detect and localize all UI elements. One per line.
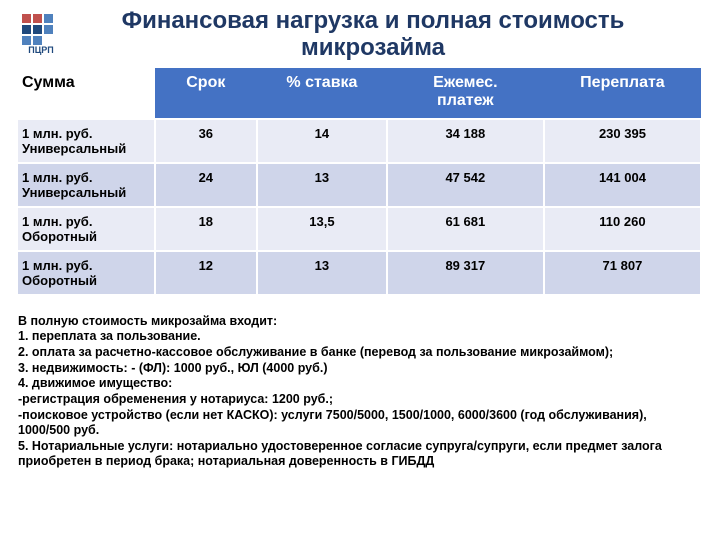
slide-header: ПЦРП Финансовая нагрузка и полная стоимо… [18, 8, 702, 62]
table-cell: 18 [155, 207, 257, 251]
table-cell: 24 [155, 163, 257, 207]
table-header: % ставка [257, 68, 387, 119]
table-cell: 13,5 [257, 207, 387, 251]
table-cell: 1 млн. руб. Оборотный [18, 207, 155, 251]
notes-line: В полную стоимость микрозайма входит: [18, 314, 702, 330]
table-row: 1 млн. руб. Оборотный1813,561 681110 260 [18, 207, 701, 251]
table-cell: 1 млн. руб. Универсальный [18, 119, 155, 163]
logo-icon: ПЦРП [18, 10, 64, 56]
table-cell: 13 [257, 163, 387, 207]
table-cell: 14 [257, 119, 387, 163]
notes-line: 3. недвижимость: - (ФЛ): 1000 руб., ЮЛ (… [18, 361, 702, 377]
table-header: Срок [155, 68, 257, 119]
table-cell: 1 млн. руб. Оборотный [18, 251, 155, 295]
notes-line: 2. оплата за расчетно-кассовое обслужива… [18, 345, 702, 361]
table-cell: 47 542 [387, 163, 544, 207]
table-cell: 36 [155, 119, 257, 163]
notes-line: -регистрация обременения у нотариуса: 12… [18, 392, 702, 408]
table-cell: 34 188 [387, 119, 544, 163]
table-cell: 13 [257, 251, 387, 295]
loan-table: СуммаСрок% ставкаЕжемес.платежПереплата … [18, 68, 702, 296]
table-cell: 110 260 [544, 207, 701, 251]
table-header: Ежемес.платеж [387, 68, 544, 119]
table-header: Переплата [544, 68, 701, 119]
notes-line: -поисковое устройство (если нет КАСКО): … [18, 408, 702, 439]
notes-line: 5. Нотариальные услуги: нотариально удос… [18, 439, 702, 470]
notes-line: 4. движимое имущество: [18, 376, 702, 392]
table-cell: 12 [155, 251, 257, 295]
notes-line: 1. переплата за пользование. [18, 329, 702, 345]
table-cell: 230 395 [544, 119, 701, 163]
table-cell: 141 004 [544, 163, 701, 207]
notes-block: В полную стоимость микрозайма входит:1. … [18, 314, 702, 470]
slide-title: Финансовая нагрузка и полная стоимость м… [64, 8, 702, 62]
table-cell: 71 807 [544, 251, 701, 295]
svg-text:ПЦРП: ПЦРП [28, 45, 54, 55]
table-row: 1 млн. руб. Оборотный121389 31771 807 [18, 251, 701, 295]
table-cell: 1 млн. руб. Универсальный [18, 163, 155, 207]
table-cell: 89 317 [387, 251, 544, 295]
table-cell: 61 681 [387, 207, 544, 251]
table-row: 1 млн. руб. Универсальный361434 188230 3… [18, 119, 701, 163]
logo: ПЦРП [18, 10, 64, 56]
table-row: 1 млн. руб. Универсальный241347 542141 0… [18, 163, 701, 207]
table-header: Сумма [18, 68, 155, 119]
